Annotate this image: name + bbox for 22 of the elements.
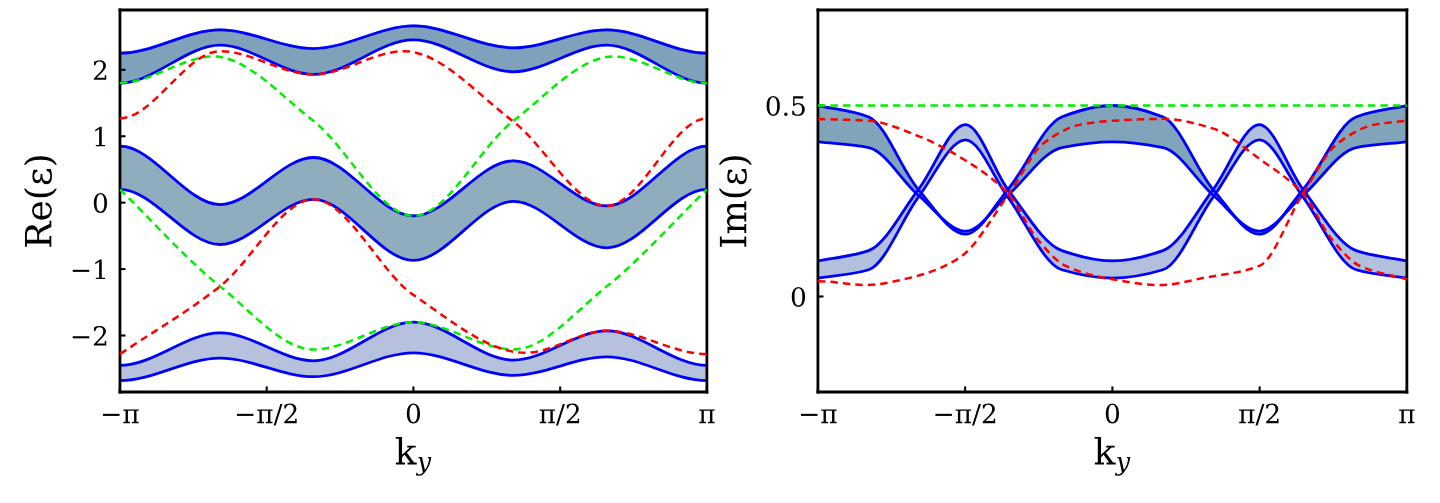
x-tick-label: −π/2 <box>935 403 996 426</box>
x-tick-label: −π <box>103 409 139 424</box>
y-tick-label: 0 <box>93 193 108 214</box>
line-series <box>119 187 707 262</box>
y-axis-title: Im(ε) <box>718 156 752 247</box>
y-tick-label: −2 <box>72 325 107 346</box>
y-tick-label: 1 <box>95 126 106 147</box>
x-tick-label: π <box>1399 409 1415 424</box>
y-tick-label: −1 <box>72 259 106 280</box>
y-axis-title: Re(ε) <box>23 156 57 247</box>
x-tick-label: π/2 <box>1239 403 1279 426</box>
x-axis-title: k$_{y}$ <box>1094 436 1131 476</box>
y-tick-label: 0.5 <box>766 95 805 116</box>
x-tick-label: −π/2 <box>236 403 297 426</box>
x-axis-title: k$_{y}$ <box>395 436 432 476</box>
x-tick-label: π <box>699 409 715 424</box>
x-tick-label: 0 <box>1105 403 1120 424</box>
line-series <box>119 351 707 383</box>
x-tick-label: −π <box>800 409 837 424</box>
x-tick-label: 0 <box>406 403 421 424</box>
x-tick-label: π/2 <box>539 403 580 426</box>
y-tick-label: 2 <box>93 60 107 80</box>
